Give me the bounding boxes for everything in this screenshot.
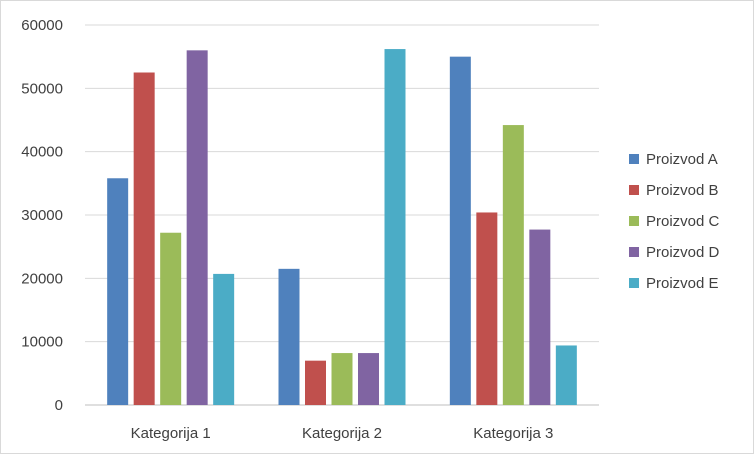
legend: Proizvod A Proizvod B Proizvod C Proizvod D… <box>629 151 720 292</box>
legend-swatch <box>629 247 639 257</box>
y-tick-label: 50000 <box>21 80 63 97</box>
y-tick-label: 0 <box>55 397 63 414</box>
legend-label: Proizvod C <box>646 213 720 230</box>
bar-proizvod-d-2 <box>358 353 379 405</box>
y-tick-label: 10000 <box>21 334 63 351</box>
legend-label: Proizvod A <box>646 151 718 168</box>
bar-proizvod-e-2 <box>384 49 406 406</box>
y-tick-label: 20000 <box>21 270 63 287</box>
bar-proizvod-c-2 <box>331 353 353 405</box>
x-tick-label: Kategorija 1 <box>131 425 211 442</box>
bar-proizvod-c-1 <box>160 232 182 405</box>
legend-label: Proizvod D <box>646 244 720 261</box>
y-tick-label: 60000 <box>21 17 63 34</box>
legend-swatch <box>629 154 639 164</box>
x-tick-label: Kategorija 2 <box>302 425 382 442</box>
bars <box>107 49 577 406</box>
bar-proizvod-b-1 <box>133 72 155 405</box>
bar-proizvod-b-3 <box>476 212 498 405</box>
y-tick-label: 40000 <box>21 144 63 161</box>
bar-proizvod-a-3 <box>449 56 471 406</box>
legend-swatch <box>629 278 639 288</box>
legend-swatch <box>629 185 639 195</box>
y-tick-label: 30000 <box>21 207 63 224</box>
bar-proizvod-e-3 <box>555 345 577 405</box>
legend-swatch <box>629 216 639 226</box>
bar-proizvod-d-3 <box>529 229 551 405</box>
x-tick-label: Kategorija 3 <box>473 425 553 442</box>
y-axis-ticks: 0 10000 20000 30000 40000 50000 60000 <box>21 17 63 414</box>
bar-proizvod-a-1 <box>107 178 129 405</box>
bar-proizvod-b-2 <box>305 360 326 405</box>
legend-label: Proizvod E <box>646 275 719 292</box>
x-axis: Kategorija 1 Kategorija 2 Kategorija 3 <box>131 425 554 442</box>
bar-proizvod-d-1 <box>186 50 208 405</box>
bar-proizvod-c-3 <box>502 125 524 406</box>
legend-label: Proizvod B <box>646 182 719 199</box>
bar-proizvod-e-1 <box>213 273 235 405</box>
bar-proizvod-a-2 <box>278 268 300 405</box>
